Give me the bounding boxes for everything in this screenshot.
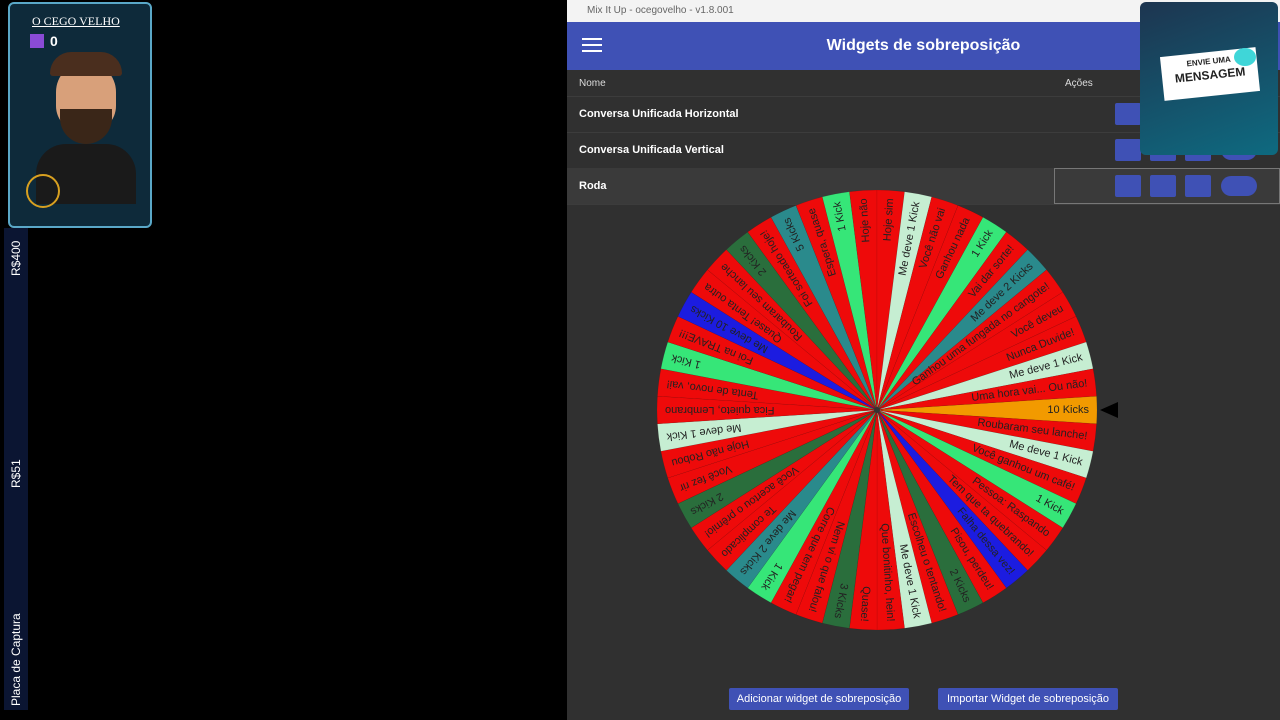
wheel-segment (795, 409, 878, 624)
wheel-segment (690, 409, 878, 551)
streamer-card: O CEGO VELHO 0 (8, 2, 152, 228)
wheel-segment (795, 196, 878, 411)
wheel-segment (747, 409, 878, 604)
wheel-segment (876, 205, 984, 411)
row-name: Conversa Unificada Horizontal (579, 108, 739, 120)
column-header: Nome (579, 78, 606, 89)
segment-label: Hoje não (858, 198, 873, 243)
wheel-segment (876, 291, 1077, 411)
wheel-segment (876, 409, 959, 624)
segment-label: Hoje sim (882, 198, 897, 241)
add-widget-button[interactable]: Adicionar widget de sobreposição (729, 688, 909, 710)
wheel-segment (657, 368, 878, 411)
wheel-hub (874, 407, 880, 413)
streamer-name: O CEGO VELHO (32, 14, 120, 28)
twitch-icon (30, 34, 44, 48)
wheel-segment (876, 315, 1087, 411)
wheel-segment (660, 409, 878, 479)
avatar-beard (60, 109, 112, 144)
menu-button[interactable] (582, 38, 602, 52)
wheel-segment (849, 190, 878, 411)
wheel-segment (876, 409, 984, 615)
wheel-segment (747, 216, 878, 411)
wheel-segment (876, 409, 933, 629)
wheel-segment (707, 249, 878, 411)
link-button[interactable] (1115, 139, 1141, 161)
wheel-segment (876, 409, 1094, 479)
wheel-segment (677, 409, 878, 529)
goal-bar: R$400 R$51 Placa de Captura (4, 228, 28, 710)
wheel-segment (660, 341, 878, 411)
table-header: Nome Ações (567, 70, 1280, 97)
delete-button[interactable] (1185, 175, 1211, 197)
import-widget-button[interactable]: Importar Widget de sobreposição (938, 688, 1118, 710)
row-name: Roda (579, 180, 607, 192)
link-button[interactable] (1115, 175, 1141, 197)
message-overlay: ENVIE UMA MENSAGEM (1140, 2, 1278, 155)
wheel-segment (726, 409, 878, 589)
column-header: Ações (1065, 78, 1093, 89)
wheel-segment (770, 205, 878, 411)
wheel-pointer (1100, 402, 1118, 418)
viewer-count: 0 (50, 33, 58, 49)
toggle[interactable] (1221, 176, 1257, 196)
wheel-segment (677, 291, 878, 411)
segment-label: 1 Kick (831, 200, 848, 232)
row-name: Conversa Unificada Vertical (579, 144, 724, 156)
wheel-segment (876, 409, 1097, 452)
wheel-segment (657, 395, 878, 425)
capture-label: Placa de Captura (9, 613, 23, 706)
wheel-segment (876, 191, 933, 411)
badge (26, 174, 60, 208)
header-title: Widgets de sobreposição (826, 37, 1021, 54)
wheel-segment (667, 409, 878, 505)
wheel-segment (876, 409, 1087, 505)
wheel-segment (876, 368, 1097, 411)
wheel-segment (876, 409, 1064, 551)
wheel-segment (876, 409, 1007, 604)
wheel-segment (690, 269, 878, 411)
wheel-segment (707, 409, 878, 571)
wheel-segment (876, 190, 905, 411)
link-button[interactable] (1115, 103, 1141, 125)
wheel-segment (876, 231, 1028, 411)
wheel-segment (876, 409, 1047, 571)
wheel-segment (876, 269, 1064, 411)
window-title: Mix It Up - ocegovelho - v1.8.001 (587, 5, 734, 16)
wheel-segment (876, 216, 1007, 411)
goal-top: R$400 (9, 240, 23, 276)
wheel-segment (726, 231, 878, 411)
wheel-segment (667, 315, 878, 411)
wheel-segment (876, 395, 1097, 425)
wheel-segment (876, 341, 1094, 411)
wheel-segment (876, 249, 1047, 411)
segment-label: Quase! (858, 586, 872, 622)
segment-label: 10 Kicks (1047, 404, 1089, 416)
wheel-segment (657, 409, 878, 452)
chat-bubble (1234, 48, 1256, 66)
wheel-segment (821, 191, 878, 411)
wheel-segment (876, 409, 1028, 589)
wheel-segment (821, 409, 878, 629)
wheel-segment (876, 196, 959, 411)
goal-middle: R$51 (9, 459, 23, 488)
segment-label: Fica quieto, Lembrano (665, 404, 774, 416)
title-bar: Mix It Up - ocegovelho - v1.8.001 (567, 0, 1280, 22)
avatar-hair (50, 52, 122, 76)
wheel-segment (770, 409, 878, 615)
wheel-segment (876, 409, 1077, 529)
edit-button[interactable] (1150, 175, 1176, 197)
